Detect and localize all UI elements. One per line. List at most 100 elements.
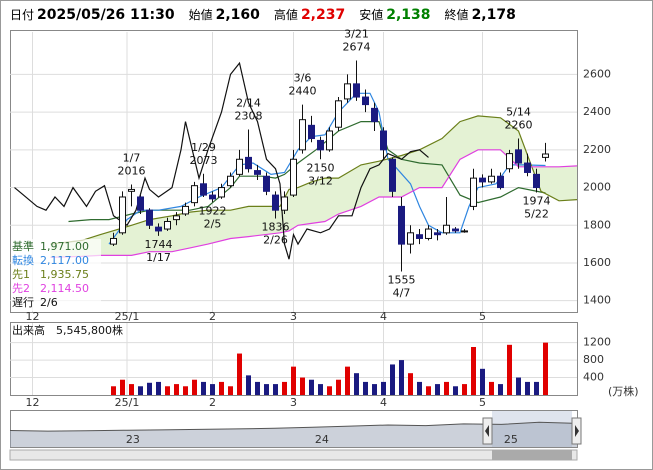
volume-title: 出来高 <box>12 323 45 337</box>
candle-body <box>497 175 504 189</box>
volume-bar <box>237 353 242 395</box>
volume-bar <box>309 379 314 395</box>
candle-body <box>488 175 495 183</box>
candle-body <box>425 228 432 239</box>
handle-arrow <box>575 425 579 437</box>
x-tick-label: 3 <box>290 396 297 409</box>
volume-bar <box>183 386 188 395</box>
field-label: 日付 <box>10 8 35 22</box>
candle-body <box>146 209 153 226</box>
candle-body <box>218 187 225 198</box>
candle-body <box>299 119 306 151</box>
volume-bar <box>255 381 260 395</box>
indicator-line <box>50 149 578 258</box>
x-tick-label: 12 <box>26 310 40 323</box>
handle-arrow <box>485 425 489 437</box>
annotation-date: 1/29 <box>191 141 216 154</box>
nav-tick-label: 23 <box>126 433 140 446</box>
volume-bar <box>147 382 152 395</box>
x-tick-label: 2 <box>209 310 216 323</box>
candle-body <box>308 124 315 140</box>
candle-body <box>128 188 135 192</box>
indicator-line <box>14 61 429 260</box>
y-tick-label: 1400 <box>583 294 611 307</box>
candle-body <box>227 175 234 187</box>
legend-value: 1,935.75 <box>40 268 89 281</box>
volume-bar <box>480 368 485 395</box>
nav-tick-label: 25 <box>504 433 518 446</box>
volume-bar <box>372 384 377 395</box>
candle-body <box>209 194 216 200</box>
legend-name: 基準 <box>12 239 34 253</box>
x-tick-label: 25/1 <box>115 396 140 409</box>
annotation-value: 2073 <box>190 154 218 167</box>
candle-body <box>362 96 369 106</box>
unit-label: (万株) <box>608 384 639 398</box>
volume-bar <box>426 386 431 395</box>
candle-body <box>137 196 144 211</box>
volume-bar <box>525 381 530 395</box>
legend-value: 2,117.00 <box>40 254 89 267</box>
annotation-value: 2150 <box>307 161 335 174</box>
annotation-value: 1555 <box>388 273 416 286</box>
field-value: 2,138 <box>386 7 431 23</box>
annotation-value: 2016 <box>118 165 146 178</box>
volume-bar <box>408 373 413 395</box>
y-tick-label: 2000 <box>583 181 611 194</box>
annotation-date: 3/21 <box>344 27 369 40</box>
candle-body <box>389 158 396 192</box>
volume-bar <box>543 342 548 395</box>
volume-bar <box>417 381 422 395</box>
legend-value: 2/6 <box>40 296 58 309</box>
field-value: 2,160 <box>215 7 260 23</box>
candle-body <box>245 156 252 170</box>
volume-bar <box>192 379 197 395</box>
volume-bar <box>399 360 404 395</box>
candle-body <box>461 230 468 233</box>
y-tick-label: 2600 <box>583 67 611 80</box>
x-tick-label: 25/1 <box>115 310 140 323</box>
candle-body <box>290 158 297 196</box>
y-tick-label: 2400 <box>583 105 611 118</box>
candle-body <box>524 162 531 173</box>
candle-body <box>317 139 324 151</box>
candle-body <box>326 130 333 151</box>
candle-body <box>236 158 243 175</box>
field-value: 2025/05/26 11:30 <box>37 7 175 23</box>
volume-bar <box>390 364 395 395</box>
candle-body <box>272 194 279 211</box>
field-value: 2,178 <box>471 7 516 23</box>
candle-body <box>119 196 126 234</box>
candle-body <box>182 205 189 215</box>
volume-bar <box>354 373 359 395</box>
volume-bar <box>444 381 449 395</box>
annotation-date: 2/14 <box>236 96 261 109</box>
field-label: 高値 <box>273 8 298 22</box>
indicator-line <box>50 115 578 245</box>
volume-bar <box>210 384 215 395</box>
volume-bar <box>300 377 305 395</box>
candle-body <box>398 205 405 245</box>
nav-tick-label: 24 <box>315 433 329 446</box>
volume-bar <box>516 377 521 395</box>
candle-body <box>254 170 261 175</box>
annotation-value: 2260 <box>505 119 533 132</box>
candle-body <box>434 232 441 236</box>
y-tick-label: 1600 <box>583 256 611 269</box>
field-label: 安値 <box>359 8 384 22</box>
candle-body <box>515 149 522 164</box>
candle-body <box>344 83 351 100</box>
annotation-value: 1836 <box>262 220 290 233</box>
volume-bar <box>246 375 251 395</box>
volume-bar <box>228 386 233 395</box>
volume-bar <box>156 381 161 395</box>
candle-body <box>164 220 171 230</box>
x-tick-label: 3 <box>290 310 297 323</box>
candle-body <box>452 228 459 232</box>
nav-area <box>10 422 577 447</box>
volume-bar <box>363 381 368 395</box>
legend-name: 先1 <box>12 268 30 281</box>
candle-body <box>281 196 288 211</box>
scroll-thumb[interactable] <box>492 450 572 460</box>
